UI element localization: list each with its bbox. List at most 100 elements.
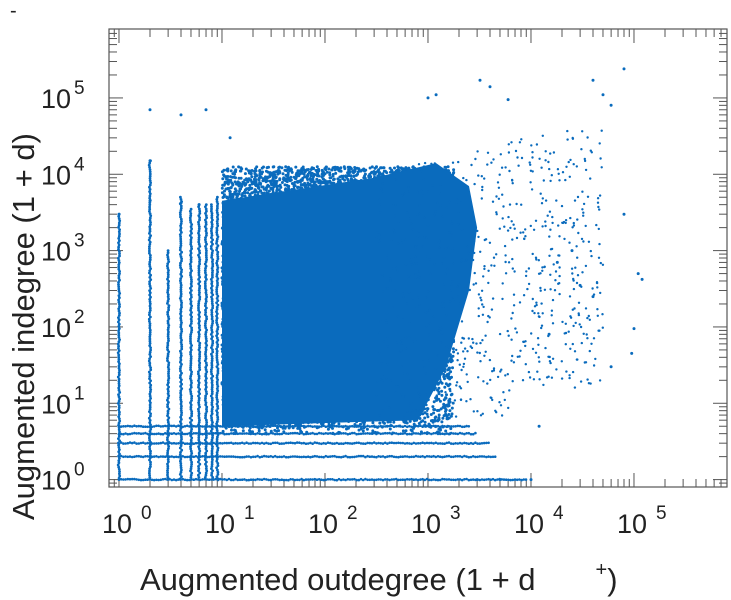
data-point xyxy=(148,313,151,317)
data-point xyxy=(179,444,183,448)
data-point xyxy=(179,332,183,335)
data-point xyxy=(148,227,152,231)
data-point xyxy=(118,338,121,341)
data-point xyxy=(404,429,408,433)
data-point xyxy=(179,352,183,355)
data-point xyxy=(148,458,151,462)
data-point xyxy=(167,407,171,411)
data-point xyxy=(205,306,208,310)
data-point xyxy=(197,229,201,233)
data-point xyxy=(148,306,152,310)
data-point xyxy=(204,297,208,301)
data-point xyxy=(179,286,183,289)
data-point xyxy=(198,324,201,327)
data-point xyxy=(149,366,153,369)
data-point xyxy=(204,286,207,290)
data-point xyxy=(166,412,170,415)
data-point xyxy=(149,463,152,466)
data-point xyxy=(198,366,201,369)
data-point xyxy=(179,277,183,280)
data-point xyxy=(198,341,202,345)
data-point xyxy=(148,183,152,187)
data-point xyxy=(117,406,121,410)
data-point xyxy=(148,229,152,233)
data-point xyxy=(198,462,202,466)
data-point xyxy=(118,397,121,401)
data-point xyxy=(204,205,207,209)
data-point xyxy=(179,237,183,241)
data-point xyxy=(204,330,208,334)
data-point xyxy=(148,185,151,189)
data-point xyxy=(179,266,183,269)
data-point xyxy=(197,273,201,277)
data-point xyxy=(179,215,182,219)
data-point xyxy=(189,249,193,253)
data-point xyxy=(148,399,152,402)
data-point xyxy=(189,297,192,301)
data-point xyxy=(204,374,208,378)
data-point xyxy=(198,280,202,283)
data-point xyxy=(179,323,183,327)
data-point xyxy=(204,361,208,365)
data-point xyxy=(190,223,194,226)
data-point xyxy=(180,303,183,307)
data-point xyxy=(148,375,152,378)
data-point xyxy=(203,324,207,327)
data-point xyxy=(426,415,430,419)
data-point xyxy=(166,420,170,424)
data-point xyxy=(148,282,152,286)
data-point xyxy=(148,335,152,339)
data-point xyxy=(117,393,120,396)
data-point xyxy=(189,306,193,310)
data-point xyxy=(147,416,151,420)
data-point xyxy=(179,393,183,397)
data-point xyxy=(148,324,152,328)
data-point xyxy=(260,185,264,189)
data-point xyxy=(190,236,193,240)
data-point xyxy=(167,324,171,327)
data-point xyxy=(205,392,209,396)
data-point xyxy=(204,394,208,398)
data-point xyxy=(179,451,182,454)
data-point xyxy=(190,328,194,332)
data-point xyxy=(189,256,193,259)
data-point xyxy=(148,251,151,255)
data-point xyxy=(167,297,170,301)
data-point xyxy=(198,260,201,264)
data-point xyxy=(179,358,183,362)
data-point xyxy=(198,449,202,453)
data-point xyxy=(179,365,183,368)
data-point xyxy=(205,370,209,374)
data-point xyxy=(444,410,447,413)
data-point xyxy=(148,249,151,253)
data-point xyxy=(423,416,427,420)
data-point xyxy=(180,270,183,274)
data-point xyxy=(118,470,121,473)
data-point xyxy=(204,335,208,338)
data-point xyxy=(166,273,170,277)
data-point xyxy=(189,253,192,257)
data-point xyxy=(189,467,193,471)
data-point xyxy=(118,305,121,308)
data-point xyxy=(198,212,202,215)
data-point xyxy=(229,169,233,173)
data-point xyxy=(117,261,121,264)
data-point xyxy=(198,344,201,347)
data-point xyxy=(197,267,201,270)
data-point xyxy=(166,469,169,472)
data-point xyxy=(221,177,225,181)
data-point xyxy=(148,293,152,297)
data-point xyxy=(204,396,207,400)
data-point xyxy=(197,381,201,385)
data-point xyxy=(117,388,121,392)
data-point xyxy=(189,350,193,354)
data-point xyxy=(203,269,207,272)
data-point xyxy=(204,289,208,292)
data-point xyxy=(204,355,208,358)
data-point xyxy=(180,413,183,417)
data-point xyxy=(149,346,153,350)
data-point xyxy=(148,320,151,323)
data-point xyxy=(148,344,152,347)
data-point xyxy=(189,405,193,409)
data-point xyxy=(117,248,120,251)
